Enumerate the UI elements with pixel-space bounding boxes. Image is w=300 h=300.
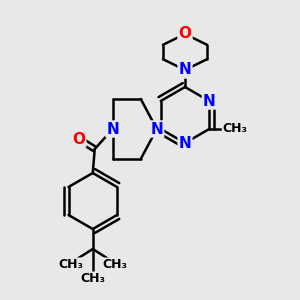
Text: CH₃: CH₃ xyxy=(102,259,127,272)
Text: CH₃: CH₃ xyxy=(80,272,105,286)
Text: CH₃: CH₃ xyxy=(223,122,248,136)
Text: N: N xyxy=(106,122,119,136)
Text: O: O xyxy=(72,131,85,146)
Text: CH₃: CH₃ xyxy=(58,259,83,272)
Text: N: N xyxy=(203,94,216,109)
Text: N: N xyxy=(178,136,191,151)
Text: N: N xyxy=(178,62,191,77)
Text: N: N xyxy=(150,122,163,136)
Text: O: O xyxy=(178,26,191,41)
